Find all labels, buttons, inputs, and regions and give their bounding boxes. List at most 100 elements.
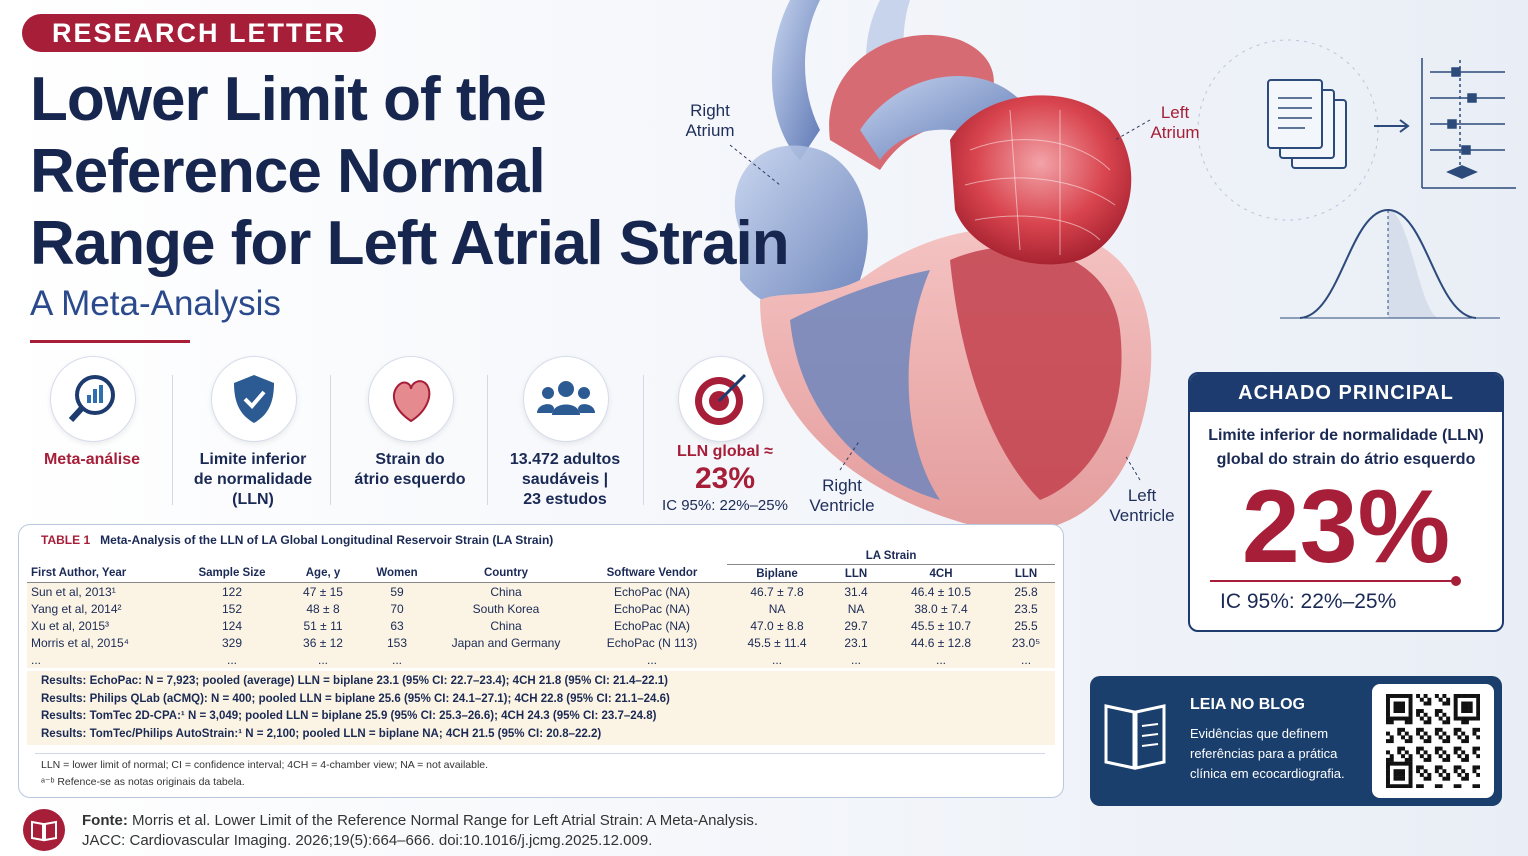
qr-cell xyxy=(1386,697,1390,702)
table-cell: 36 ± 12 xyxy=(303,635,343,650)
qr-cell xyxy=(1476,705,1480,710)
accent-rule xyxy=(1210,580,1456,582)
qr-cell xyxy=(1438,697,1443,702)
qr-cell xyxy=(1397,750,1402,755)
qr-cell xyxy=(1416,727,1421,732)
bell-curve xyxy=(1280,208,1500,319)
qr-cell xyxy=(1453,709,1458,713)
source-icon xyxy=(23,809,65,851)
qr-cell xyxy=(1393,694,1398,698)
qr-cell xyxy=(1423,731,1428,736)
vessel xyxy=(771,0,820,160)
qr-cell xyxy=(1434,750,1439,755)
qr-cell xyxy=(1453,731,1458,736)
qr-cell xyxy=(1427,776,1432,781)
title-line: Range for Left Atrial Strain xyxy=(30,209,790,278)
qr-cell xyxy=(1461,769,1466,774)
qr-cell xyxy=(1476,701,1480,706)
accent-rule xyxy=(30,340,190,343)
qr-cell xyxy=(1408,701,1413,706)
qr-cell xyxy=(1457,754,1462,759)
table-cell: EchoPac (NA) xyxy=(614,618,691,633)
qr-cell xyxy=(1416,694,1421,698)
result-line: Results: TomTec/Philips AutoStrain:¹ N =… xyxy=(41,727,602,740)
qr-cell xyxy=(1419,754,1424,759)
right-ventricle-shape xyxy=(790,270,940,500)
qr-cell xyxy=(1423,694,1428,698)
table-cell: 25.5 xyxy=(1014,618,1038,633)
qr-cell xyxy=(1419,697,1424,702)
text-line: Limite inferior de normalidade (LLN) xyxy=(1208,427,1484,444)
table-row: Yang et al, 2014² 152 48 ± 8 70 South Korea E… xyxy=(27,600,1056,617)
qr-cell xyxy=(1416,746,1421,751)
heart-label: Right Atrium xyxy=(670,101,750,141)
highlight-label: LLN global ≈ 23% IC 95%: 22%–25% xyxy=(645,442,805,516)
qr-cell xyxy=(1389,784,1394,788)
qr-cell xyxy=(1461,776,1466,781)
table-cell: ... xyxy=(226,652,237,667)
qr-cell xyxy=(1408,780,1413,785)
qr-cell xyxy=(1386,712,1390,717)
table-cell: ... xyxy=(317,652,328,667)
qr-cell xyxy=(1427,757,1432,762)
highlight-line: saudáveis | xyxy=(521,471,609,488)
qr-cell xyxy=(1427,754,1432,759)
qr-cell xyxy=(1461,750,1466,755)
qr-cell xyxy=(1397,701,1402,706)
title-line: Lower Limit of the xyxy=(30,65,547,134)
qr-cell xyxy=(1438,754,1443,759)
qr-cell xyxy=(1393,761,1398,766)
qr-cell xyxy=(1453,701,1458,706)
qr-cell xyxy=(1397,716,1402,721)
qr-cell xyxy=(1453,705,1458,710)
qr-cell xyxy=(1434,746,1439,751)
qr-cell xyxy=(1389,754,1394,759)
document-icon xyxy=(1267,79,1347,169)
qr-cell xyxy=(1464,701,1469,706)
qr-cell xyxy=(1386,716,1390,721)
qr-cell xyxy=(1472,784,1477,788)
table-cell: 44.6 ± 12.8 xyxy=(911,635,972,650)
qr-cell xyxy=(1476,754,1480,759)
table-note: LLN = lower limit of normal; CI = confid… xyxy=(41,759,489,771)
qr-code[interactable] xyxy=(1386,694,1480,788)
qr-cell xyxy=(1397,769,1402,774)
qr-cell xyxy=(1408,754,1413,759)
table-cell: ... xyxy=(31,652,42,667)
qr-cell xyxy=(1453,694,1458,698)
qr-cell xyxy=(1408,765,1413,770)
qr-cell xyxy=(1457,772,1462,777)
qr-cell xyxy=(1438,772,1443,777)
qr-cell xyxy=(1442,720,1447,725)
qr-cell xyxy=(1386,757,1390,762)
qr-cell xyxy=(1393,784,1398,788)
qr-cell xyxy=(1386,694,1390,698)
qr-cell xyxy=(1476,712,1480,717)
text-line: referências para a prática xyxy=(1190,746,1338,761)
qr-cell xyxy=(1464,776,1469,781)
heart-label: Right Ventricle xyxy=(802,476,882,516)
table-cell: 23.0⁵ xyxy=(1011,635,1041,650)
qr-cell xyxy=(1476,697,1480,702)
qr-cell xyxy=(1434,712,1439,717)
qr-cell xyxy=(1416,784,1421,788)
qr-cell xyxy=(1461,731,1466,736)
column-header: Biplane xyxy=(756,567,798,580)
blog-title: LEIA NO BLOG xyxy=(1190,696,1305,713)
highlight-line: LLN global ≈ xyxy=(677,443,773,460)
icon-circle xyxy=(211,356,297,442)
table-cell: ... xyxy=(391,652,402,667)
column-header: Age, y xyxy=(305,567,341,580)
qr-cell xyxy=(1386,731,1390,736)
heart-label: Left Ventricle xyxy=(1102,486,1182,526)
qr-cell xyxy=(1464,739,1469,744)
table-cell: 31.4 xyxy=(844,584,868,599)
qr-cell xyxy=(1442,739,1447,744)
table-cell: ... xyxy=(647,652,658,667)
table-cell: Sun et al, 2013¹ xyxy=(31,584,116,599)
qr-cell xyxy=(1438,735,1443,740)
group-header-row: LA Strain xyxy=(27,547,1056,565)
column-header: LLN xyxy=(1014,567,1038,580)
qr-cell xyxy=(1389,716,1394,721)
qr-cell xyxy=(1401,784,1405,788)
